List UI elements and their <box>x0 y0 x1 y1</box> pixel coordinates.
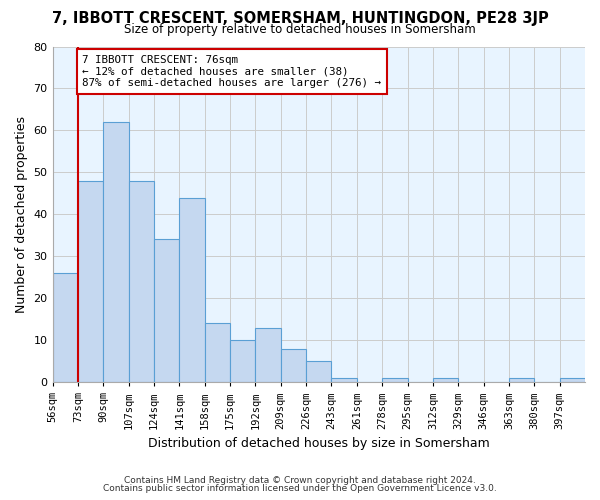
Bar <box>306 361 331 382</box>
Bar <box>382 378 407 382</box>
Bar <box>560 378 585 382</box>
X-axis label: Distribution of detached houses by size in Somersham: Distribution of detached houses by size … <box>148 437 490 450</box>
Bar <box>509 378 534 382</box>
Bar <box>281 348 306 382</box>
Bar <box>433 378 458 382</box>
Bar <box>230 340 256 382</box>
Bar <box>205 324 230 382</box>
Bar <box>53 273 78 382</box>
Text: 7, IBBOTT CRESCENT, SOMERSHAM, HUNTINGDON, PE28 3JP: 7, IBBOTT CRESCENT, SOMERSHAM, HUNTINGDO… <box>52 11 548 26</box>
Bar <box>128 181 154 382</box>
Bar <box>256 328 281 382</box>
Bar <box>78 181 103 382</box>
Bar <box>154 240 179 382</box>
Text: Contains public sector information licensed under the Open Government Licence v3: Contains public sector information licen… <box>103 484 497 493</box>
Bar <box>179 198 205 382</box>
Text: Size of property relative to detached houses in Somersham: Size of property relative to detached ho… <box>124 22 476 36</box>
Bar <box>331 378 357 382</box>
Bar <box>103 122 128 382</box>
Text: 7 IBBOTT CRESCENT: 76sqm
← 12% of detached houses are smaller (38)
87% of semi-d: 7 IBBOTT CRESCENT: 76sqm ← 12% of detach… <box>82 55 382 88</box>
Text: Contains HM Land Registry data © Crown copyright and database right 2024.: Contains HM Land Registry data © Crown c… <box>124 476 476 485</box>
Y-axis label: Number of detached properties: Number of detached properties <box>15 116 28 313</box>
